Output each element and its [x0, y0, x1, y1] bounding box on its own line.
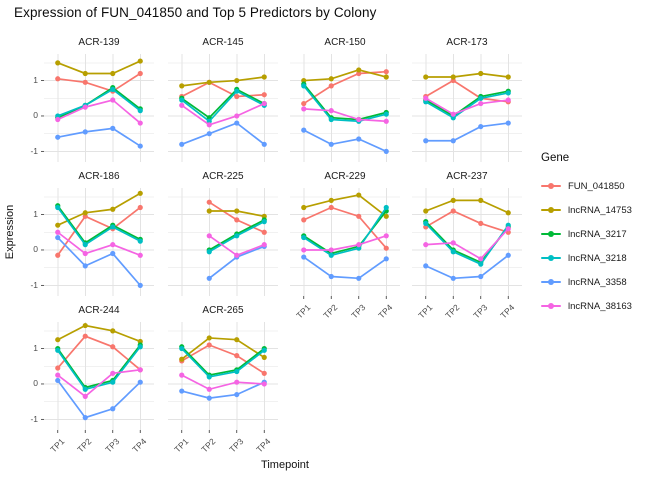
x-tick-label: TP1	[294, 302, 313, 321]
facet-ACR-229: ACR-229 TP1 TP2 TP3 TP4	[290, 171, 400, 320]
y-tick-label: -1	[30, 279, 38, 290]
facet-plot	[168, 188, 278, 296]
y-tick-label: -1	[30, 145, 38, 156]
facet-plot	[41, 188, 154, 296]
legend-item-lncRNA_3218: lncRNA_3218	[541, 246, 632, 270]
facet-ACR-145: ACR-145	[168, 37, 278, 162]
legend-items: FUN_041850 lncRNA_14753 lncRNA_3217 lncRNA_…	[541, 174, 632, 318]
x-tick-label: TP3	[227, 436, 246, 455]
facet-title: ACR-173	[446, 37, 488, 48]
x-tick-label: TP2	[199, 436, 218, 455]
legend-key-icon	[541, 179, 561, 193]
legend-item-lncRNA_3217: lncRNA_3217	[541, 222, 632, 246]
facet-title: ACR-186	[78, 171, 120, 182]
facet-plot	[290, 54, 400, 162]
x-tick-label: TP3	[103, 436, 122, 455]
facet-title: ACR-150	[324, 37, 366, 48]
facet-ACR-225: ACR-225	[168, 171, 278, 296]
legend-label: FUN_041850	[568, 180, 625, 192]
legend-key-icon	[541, 275, 561, 289]
chart-title: Expression of FUN_041850 and Top 5 Predi…	[14, 5, 377, 20]
facet-plot	[41, 322, 154, 433]
facet-plot	[412, 188, 522, 299]
facet-ACR-186: ACR-186 -1 0 1	[30, 171, 154, 296]
legend-item-lncRNA_3358: lncRNA_3358	[541, 270, 632, 294]
y-tick-label: 0	[33, 378, 38, 389]
legend-key-icon	[541, 227, 561, 241]
legend-item-lncRNA_38163: lncRNA_38163	[541, 294, 632, 318]
y-axis-title: Expression	[4, 204, 16, 260]
x-tick-label: TP1	[48, 436, 67, 455]
x-tick-label: TP2	[75, 436, 94, 455]
legend-item-FUN_041850: FUN_041850	[541, 174, 632, 198]
x-axis-title: Timepoint	[261, 459, 309, 471]
x-tick-label: TP4	[498, 302, 517, 321]
y-tick-label: 1	[33, 343, 38, 354]
facet-ACR-265: ACR-265 TP1 TP2 TP3 TP4	[168, 305, 278, 454]
facet-title: ACR-229	[324, 171, 366, 182]
legend-label: lncRNA_3358	[568, 276, 627, 288]
x-tick-label: TP4	[376, 302, 395, 321]
x-tick-label: TP1	[172, 436, 191, 455]
y-tick-label: 0	[33, 110, 38, 121]
facet-plot	[290, 188, 400, 299]
facet-title: ACR-265	[202, 305, 244, 316]
legend-title: Gene	[541, 152, 570, 164]
y-tick-label: 1	[33, 209, 38, 220]
facet-ACR-139: ACR-139 -1 0 1	[30, 37, 154, 162]
facet-title: ACR-244	[78, 305, 120, 316]
legend-item-lncRNA_14753: lncRNA_14753	[541, 198, 632, 222]
legend-key-icon	[541, 299, 561, 313]
legend-label: lncRNA_38163	[568, 300, 632, 312]
x-tick-label: TP1	[416, 302, 435, 321]
facet-plot	[412, 54, 522, 162]
facet-plot	[168, 322, 278, 433]
legend-key-icon	[541, 251, 561, 265]
facet-ACR-237: ACR-237 TP1 TP2 TP3 TP4	[412, 171, 522, 320]
facet-plot	[168, 54, 278, 162]
facet-ACR-150: ACR-150	[290, 37, 400, 162]
legend-label: lncRNA_14753	[568, 204, 632, 216]
facet-ACR-244: ACR-244 -1 0 1 TP1 TP2 TP3 TP4	[30, 305, 154, 454]
y-tick-label: -1	[30, 413, 38, 424]
facet-title: ACR-139	[78, 37, 120, 48]
facet-title: ACR-145	[202, 37, 244, 48]
facet-title: ACR-225	[202, 171, 244, 182]
y-tick-label: 1	[33, 75, 38, 86]
x-tick-label: TP2	[443, 302, 462, 321]
x-tick-label: TP2	[321, 302, 340, 321]
facet-plot	[41, 54, 154, 162]
x-tick-label: TP3	[349, 302, 368, 321]
facet-title: ACR-237	[446, 171, 488, 182]
legend-label: lncRNA_3218	[568, 252, 627, 264]
legend-key-icon	[541, 203, 561, 217]
legend-label: lncRNA_3217	[568, 228, 627, 240]
facet-ACR-173: ACR-173	[412, 37, 522, 162]
y-tick-label: 0	[33, 244, 38, 255]
x-tick-label: TP4	[130, 436, 149, 455]
x-tick-label: TP3	[471, 302, 490, 321]
